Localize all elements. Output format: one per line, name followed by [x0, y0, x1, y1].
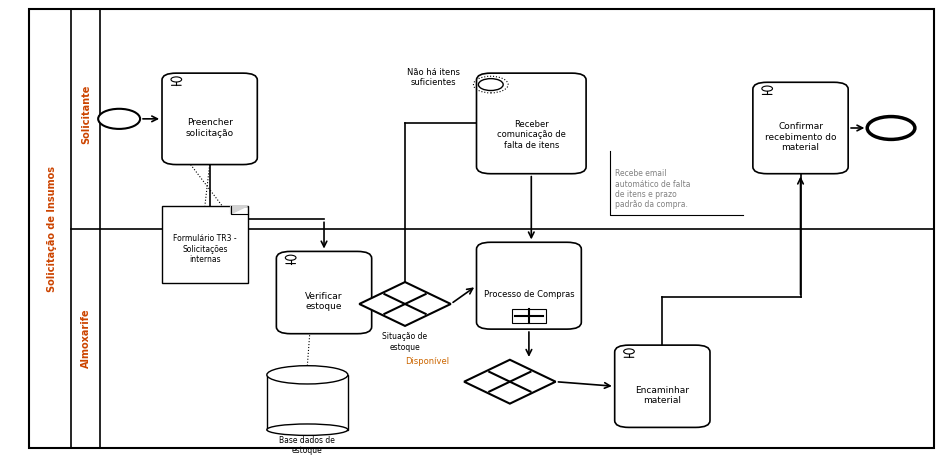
- Text: Preencher
solicitação: Preencher solicitação: [186, 118, 233, 138]
- FancyBboxPatch shape: [276, 251, 371, 334]
- Circle shape: [866, 117, 914, 139]
- Text: Não há itens
suficientes: Não há itens suficientes: [407, 68, 460, 87]
- FancyBboxPatch shape: [476, 73, 585, 174]
- Text: Processo de Compras: Processo de Compras: [483, 290, 574, 300]
- Text: Formulário TR3 -
Solicitações
internas: Formulário TR3 - Solicitações internas: [173, 234, 236, 264]
- Polygon shape: [230, 206, 248, 214]
- FancyBboxPatch shape: [29, 9, 933, 448]
- FancyBboxPatch shape: [614, 345, 709, 427]
- Text: Receber
comunicação de
falta de itens: Receber comunicação de falta de itens: [496, 120, 565, 150]
- FancyBboxPatch shape: [162, 206, 248, 284]
- Text: Base dados de
estoque: Base dados de estoque: [279, 436, 335, 455]
- FancyBboxPatch shape: [162, 73, 257, 164]
- Text: Recebe email
automático de falta
de itens e prazo
padrão da compra.: Recebe email automático de falta de iten…: [614, 169, 689, 209]
- Text: Solicitação de Insumos: Solicitação de Insumos: [48, 165, 57, 292]
- Ellipse shape: [267, 365, 347, 384]
- Text: Solicitante: Solicitante: [81, 85, 90, 144]
- Text: Situação de
estoque: Situação de estoque: [382, 332, 427, 352]
- Circle shape: [98, 109, 140, 129]
- Text: Confirmar
recebimento do
material: Confirmar recebimento do material: [764, 122, 836, 152]
- FancyBboxPatch shape: [476, 242, 581, 329]
- Text: Disponível: Disponível: [405, 357, 448, 365]
- Polygon shape: [464, 360, 555, 403]
- Polygon shape: [359, 282, 450, 326]
- Ellipse shape: [267, 424, 347, 436]
- Text: Encaminhar
material: Encaminhar material: [635, 386, 688, 405]
- FancyBboxPatch shape: [267, 375, 347, 430]
- Text: Verificar
estoque: Verificar estoque: [305, 292, 343, 311]
- FancyBboxPatch shape: [511, 310, 545, 323]
- Text: Almoxarife: Almoxarife: [81, 308, 90, 368]
- FancyBboxPatch shape: [752, 82, 847, 174]
